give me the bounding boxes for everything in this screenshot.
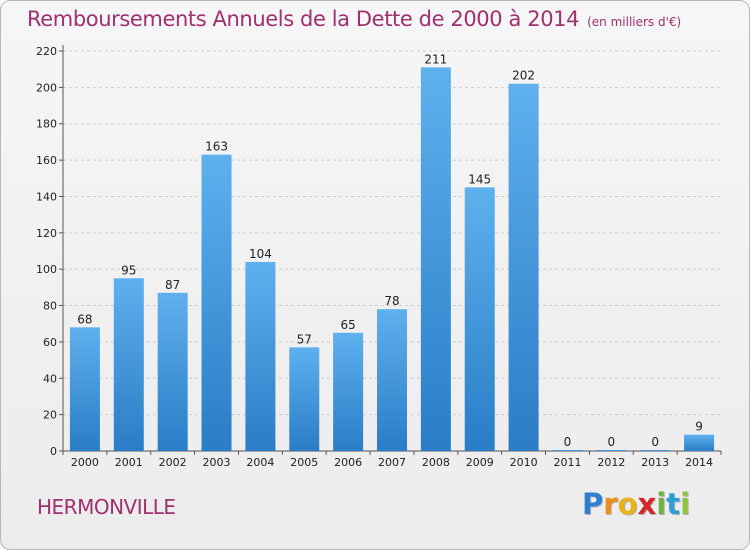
y-tick-label: 200 (36, 81, 57, 94)
x-tick-label: 2004 (246, 456, 274, 469)
logo-letter: P (582, 487, 604, 521)
data-label: 145 (468, 172, 491, 186)
data-label: 211 (424, 52, 447, 66)
x-tick-label: 2010 (510, 456, 538, 469)
y-tick-label: 120 (36, 227, 57, 240)
data-label: 57 (297, 332, 312, 346)
chart-title: Remboursements Annuels de la Dette de 20… (27, 7, 681, 31)
bar-2005 (289, 347, 320, 451)
labels: 2000 68 2001 95 2002 87 2003 163 2004 104 2005 57 20… (71, 52, 713, 469)
logo-letter: i (656, 487, 667, 521)
data-label: 104 (249, 247, 272, 261)
data-label: 0 (608, 435, 616, 449)
bar-2000 (69, 327, 100, 451)
y-tick-label: 160 (36, 154, 57, 167)
data-label: 0 (651, 435, 659, 449)
y-tick-label: 40 (43, 372, 57, 385)
y-tick-label: 180 (36, 118, 57, 131)
y-tick-label: 60 (43, 336, 57, 349)
bar-2004 (245, 261, 276, 451)
x-tick-label: 2008 (422, 456, 450, 469)
y-tick-label: 20 (43, 409, 57, 422)
x-tick-label: 2007 (378, 456, 406, 469)
x-tick-label: 2001 (115, 456, 143, 469)
y-tick-label: 0 (50, 445, 57, 458)
y-tick-label: 100 (36, 263, 57, 276)
bar-2007 (377, 309, 407, 451)
bar-2002 (157, 292, 188, 451)
bar-2003 (201, 154, 232, 452)
x-tick-label: 2002 (159, 456, 187, 469)
bar-2010 (508, 83, 539, 452)
y-tick-label: 80 (43, 300, 57, 313)
x-tick-label: 2012 (597, 456, 625, 469)
chart-title-main: Remboursements Annuels de la Dette de 20… (27, 7, 580, 31)
data-label: 202 (512, 69, 535, 83)
x-tick-label: 2014 (685, 456, 713, 469)
data-label: 95 (121, 263, 136, 277)
x-tick-label: 2011 (553, 456, 581, 469)
x-tick-label: 2013 (641, 456, 669, 469)
logo-letter: t (666, 487, 681, 521)
x-tick-label: 2000 (71, 456, 99, 469)
x-tick-label: 2003 (203, 456, 231, 469)
x-tick-label: 2005 (290, 456, 318, 469)
commune-name: HERMONVILLE (37, 495, 176, 519)
data-label: 68 (77, 312, 92, 326)
data-label: 65 (340, 318, 355, 332)
proxiti-logo: Proxiti (582, 487, 690, 521)
bar-2014 (684, 434, 715, 451)
bar-2012 (596, 450, 627, 451)
data-label: 0 (564, 435, 572, 449)
data-label: 78 (384, 294, 399, 308)
bar-2009 (464, 187, 495, 451)
logo-letter: x (637, 487, 657, 521)
x-tick-label: 2009 (466, 456, 494, 469)
x-tick-label: 2006 (334, 456, 362, 469)
chart-title-unit: (en milliers d'€) (587, 15, 682, 29)
data-label: 163 (205, 140, 228, 154)
logo-letter: i (680, 487, 691, 521)
bar-2013 (640, 450, 671, 451)
y-tick-label: 140 (36, 190, 57, 203)
bar-2008 (420, 67, 451, 451)
data-label: 87 (165, 278, 180, 292)
logo-letter: r (603, 487, 618, 521)
bar-2001 (113, 278, 144, 451)
logo-letter: o (617, 487, 638, 521)
data-label: 9 (695, 420, 703, 434)
bars (69, 67, 715, 452)
y-tick-label: 220 (36, 45, 57, 58)
bar-2011 (552, 450, 583, 451)
bar-2006 (333, 332, 364, 451)
